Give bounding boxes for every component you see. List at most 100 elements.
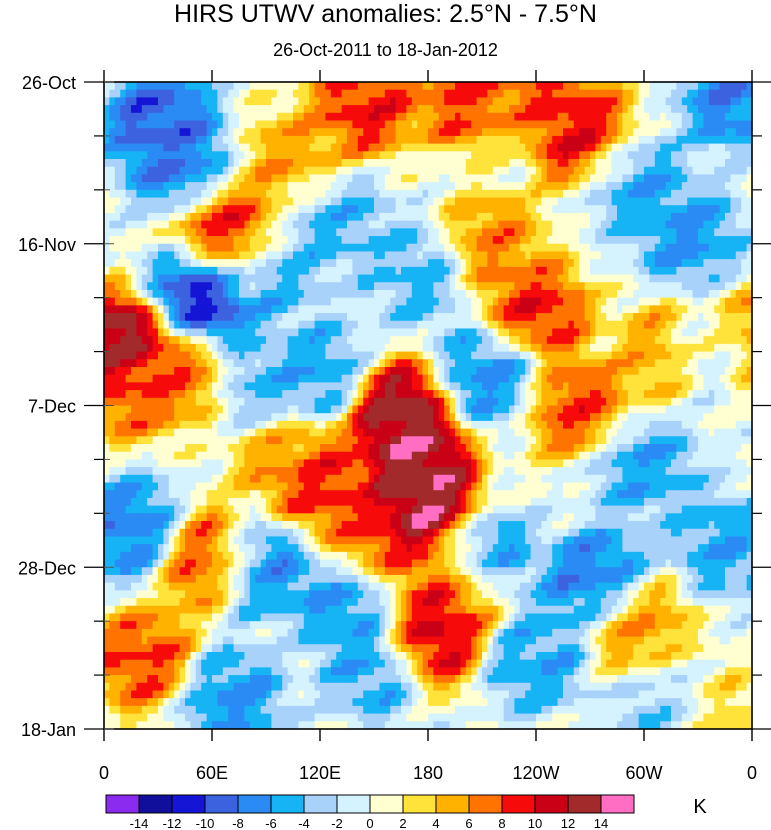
field-cell <box>687 166 694 176</box>
field-cell <box>120 266 127 276</box>
field-cell <box>325 97 332 106</box>
field-cell <box>217 197 224 206</box>
field-cell <box>622 128 629 137</box>
field-cell <box>222 120 229 129</box>
field-cell <box>320 197 326 206</box>
field-cell <box>303 266 310 276</box>
field-cell <box>222 343 229 353</box>
field-cell <box>357 120 364 129</box>
field-cell <box>681 166 688 176</box>
field-cell <box>260 297 267 306</box>
field-cell <box>595 351 602 360</box>
field-cell <box>654 189 661 199</box>
field-cell <box>725 351 731 360</box>
field-cell <box>357 328 364 337</box>
field-cell <box>163 112 170 122</box>
field-cell <box>141 305 148 314</box>
field-cell <box>519 89 526 98</box>
field-cell <box>104 128 110 137</box>
field-cell <box>374 128 380 137</box>
field-cell <box>293 97 299 106</box>
field-cell <box>217 266 224 276</box>
field-cell <box>444 374 451 383</box>
field-cell <box>579 274 586 283</box>
field-cell <box>584 135 591 145</box>
field-cell <box>114 197 121 206</box>
field-cell <box>152 336 159 345</box>
field-cell <box>244 205 251 214</box>
field-cell <box>330 359 337 368</box>
field-cell <box>260 289 267 299</box>
field-cell <box>719 174 726 183</box>
field-cell <box>519 266 526 276</box>
field-cell <box>282 282 289 291</box>
field-cell <box>741 289 748 299</box>
field-cell <box>519 182 526 191</box>
field-cell <box>374 374 380 383</box>
field-cell <box>179 374 186 383</box>
field-cell <box>379 105 386 114</box>
field-cell <box>611 336 618 345</box>
field-cell <box>433 320 440 330</box>
field-cell <box>530 320 537 330</box>
field-cell <box>741 174 748 183</box>
field-cell <box>287 359 294 368</box>
field-cell <box>735 274 742 283</box>
field-cell <box>109 228 116 237</box>
field-cell <box>498 243 505 253</box>
field-cell <box>185 328 191 337</box>
field-cell <box>584 243 591 253</box>
field-cell <box>136 397 143 407</box>
field-cell <box>104 197 110 206</box>
field-cell <box>568 328 575 337</box>
field-cell <box>649 82 656 91</box>
field-cell <box>282 266 289 276</box>
field-cell <box>168 390 175 399</box>
field-cell <box>384 182 391 191</box>
field-cell <box>492 220 499 229</box>
field-cell <box>681 243 688 253</box>
field-cell <box>109 89 116 98</box>
field-cell <box>303 197 310 206</box>
field-cell <box>584 120 591 129</box>
field-cell <box>120 197 127 206</box>
field-cell <box>417 182 424 191</box>
field-cell <box>568 128 575 137</box>
field-cell <box>401 174 407 183</box>
field-cell <box>600 151 607 160</box>
field-cell <box>687 351 694 360</box>
field-cell <box>303 382 310 391</box>
field-cell <box>244 174 251 183</box>
field-cell <box>476 382 483 391</box>
field-cell <box>147 112 154 122</box>
field-cell <box>152 212 159 222</box>
field-cell <box>422 251 429 260</box>
field-cell <box>692 243 699 253</box>
field-cell <box>190 105 197 114</box>
field-cell <box>671 228 677 237</box>
field-cell <box>552 212 559 222</box>
field-cell <box>109 289 116 299</box>
field-cell <box>552 82 559 91</box>
field-cell <box>708 151 715 160</box>
field-cell <box>746 382 752 391</box>
field-cell <box>455 151 461 160</box>
field-cell <box>568 374 575 383</box>
field-cell <box>368 105 375 114</box>
field-cell <box>746 366 752 376</box>
field-cell <box>368 343 375 353</box>
field-cell <box>314 205 321 214</box>
field-cell <box>746 166 752 176</box>
field-cell <box>492 97 499 106</box>
field-cell <box>417 343 424 353</box>
field-cell <box>314 328 321 337</box>
field-cell <box>249 289 256 299</box>
field-cell <box>492 336 499 345</box>
field-cell <box>725 151 731 160</box>
field-cell <box>185 189 191 199</box>
field-cell <box>590 97 596 106</box>
field-cell <box>676 305 683 314</box>
field-cell <box>390 182 397 191</box>
field-cell <box>698 359 704 368</box>
field-cell <box>152 328 159 337</box>
